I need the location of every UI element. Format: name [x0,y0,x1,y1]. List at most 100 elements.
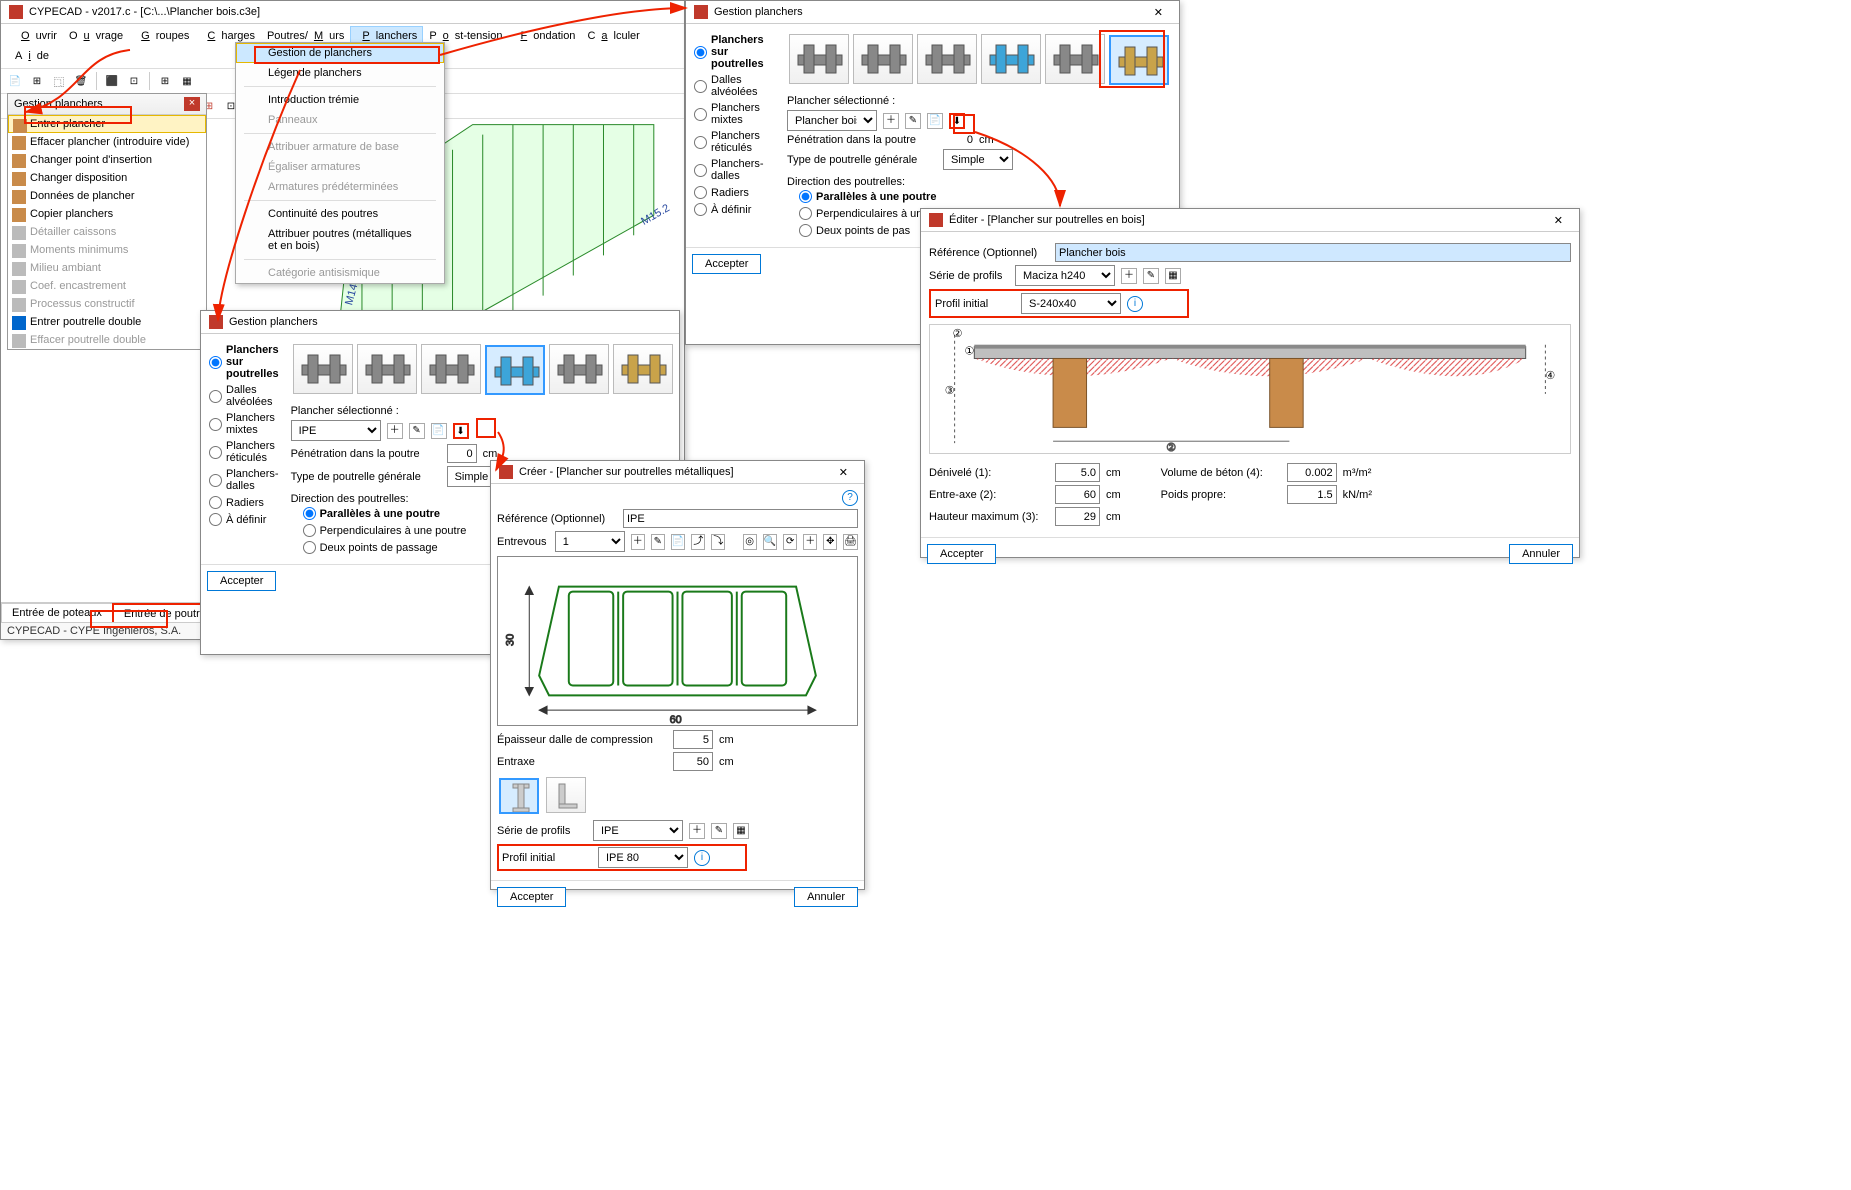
planchers-menu[interactable]: Gestion de planchersLégende planchers Int… [235,42,445,284]
tool-icon[interactable]: ⊞ [27,71,47,91]
gestion-item[interactable]: Changer point d'insertion [8,151,206,169]
profil-select[interactable]: S-240x40 [1021,293,1121,314]
edit-icon[interactable]: ✎ [651,534,665,550]
entreaxe-input[interactable] [1055,485,1100,504]
close-icon[interactable]: × [184,97,200,111]
menu-item[interactable]: Continuité des poutres [236,204,444,224]
gestion2-titlebar[interactable]: Gestion planchers ✕ [686,1,1179,24]
slab-type-thumb[interactable] [549,344,609,394]
add-icon[interactable]: ＋ [883,113,899,129]
epaisseur-input[interactable] [673,730,713,749]
creer-titlebar[interactable]: Créer - [Plancher sur poutrelles métalli… [491,461,864,484]
radio-option[interactable] [694,136,707,149]
export-icon[interactable]: ⤴ [691,534,705,550]
menu-item[interactable]: Introduction trémie [236,90,444,110]
grid-icon[interactable]: ▦ [733,823,749,839]
radio-option[interactable] [694,203,707,216]
add-icon[interactable]: ＋ [689,823,705,839]
menu-item[interactable]: Légende planchers [236,63,444,83]
slab-type-thumb[interactable] [981,34,1041,84]
gestion-item[interactable]: Changer disposition [8,169,206,187]
gestion-panel-header[interactable]: Gestion planchers × [8,94,206,115]
refresh-icon[interactable]: ⟳ [783,534,797,550]
copy-icon[interactable]: 📄 [431,423,447,439]
tool-icon[interactable]: ⿹ [49,71,69,91]
radio-option[interactable] [209,390,222,403]
serie-select[interactable]: Maciza h240 [1015,265,1115,286]
entrevous-select[interactable]: 1 [555,531,625,552]
slab-type-thumb[interactable] [357,344,417,394]
gestion-item[interactable]: Données de plancher [8,187,206,205]
menu-item[interactable]: Attribuer poutres (métalliques et en boi… [236,224,444,256]
menu-fondation[interactable]: Fondation [508,26,581,46]
accept-button[interactable]: Accepter [497,887,566,907]
dir-radio[interactable] [303,541,316,554]
gestion-item[interactable]: Copier planchers [8,205,206,223]
radio-option[interactable] [209,496,222,509]
add-icon[interactable]: ＋ [1121,268,1137,284]
poids-input[interactable] [1287,485,1337,504]
add-icon[interactable]: ＋ [387,423,403,439]
print-icon[interactable]: 🖨 [843,534,858,550]
close-icon[interactable]: ✕ [1146,6,1171,19]
zoom-window-icon[interactable]: 🔍 [763,534,777,550]
menu-aide[interactable]: Aide [9,46,55,66]
help-icon[interactable]: ? [842,490,858,506]
menu-calculer[interactable]: Calculer [581,26,645,46]
menu-ouvrage[interactable]: Ouvrage [63,26,129,46]
cancel-button[interactable]: Annuler [1509,544,1573,564]
gestion-item[interactable]: Entrer poutrelle double [8,313,206,331]
penetration-input[interactable] [447,444,477,463]
menu-item[interactable]: Gestion de planchers [236,43,444,63]
info-icon[interactable]: i [694,850,710,866]
profile-l[interactable] [546,777,586,813]
zoom-in-icon[interactable]: ＋ [803,534,817,550]
import-icon[interactable]: ⬇ [949,113,965,129]
radio-option[interactable] [694,80,707,93]
reference-input[interactable] [623,509,858,528]
radio-option[interactable] [209,446,222,459]
denivele-input[interactable] [1055,463,1100,482]
plancher-select[interactable]: Plancher bois [787,110,877,131]
zoom-fit-icon[interactable]: ◎ [743,534,757,550]
tool-icon[interactable]: ⊞ [155,71,175,91]
grid-icon[interactable]: ▦ [1165,268,1181,284]
slab-type-thumb[interactable] [421,344,481,394]
radio-option[interactable] [694,186,707,199]
pan-icon[interactable]: ✥ [823,534,837,550]
edit-icon[interactable]: ✎ [711,823,727,839]
radio-option[interactable] [694,164,707,177]
slab-type-thumb[interactable] [293,344,353,394]
accept-button[interactable]: Accepter [692,254,761,274]
radio-option[interactable] [209,418,222,431]
import-icon[interactable]: ⬇ [453,423,469,439]
dir-radio[interactable] [799,224,812,237]
close-icon[interactable]: ✕ [1546,214,1571,227]
gestion-item[interactable]: Entrer plancher [8,115,206,133]
plancher-select[interactable]: IPE [291,420,381,441]
type-select[interactable]: Simple [943,149,1013,170]
editer-titlebar[interactable]: Éditer - [Plancher sur poutrelles en boi… [921,209,1579,232]
tool-icon[interactable]: ▦ [177,71,197,91]
radio-option[interactable] [209,513,222,526]
tool-icon[interactable]: ⊡ [124,71,144,91]
volume-input[interactable] [1287,463,1337,482]
hauteur-input[interactable] [1055,507,1100,526]
tool-icon[interactable]: 📄 [5,71,25,91]
radio-option[interactable] [209,474,222,487]
reference-input[interactable] [1055,243,1571,262]
slab-type-thumb[interactable] [853,34,913,84]
dir-radio[interactable] [799,190,812,203]
gestion-item[interactable]: Effacer plancher (introduire vide) [8,133,206,151]
add-icon[interactable]: ＋ [631,534,645,550]
edit-icon[interactable]: ✎ [409,423,425,439]
accept-button[interactable]: Accepter [207,571,276,591]
slab-type-thumb[interactable] [613,344,673,394]
copy-icon[interactable]: 📄 [927,113,943,129]
serie-select[interactable]: IPE [593,820,683,841]
tool-icon[interactable]: ⬛ [102,71,122,91]
accept-button[interactable]: Accepter [927,544,996,564]
profile-i[interactable] [499,778,539,814]
dir-radio[interactable] [303,507,316,520]
menu-ouvrir[interactable]: Ouvrir [9,26,63,46]
